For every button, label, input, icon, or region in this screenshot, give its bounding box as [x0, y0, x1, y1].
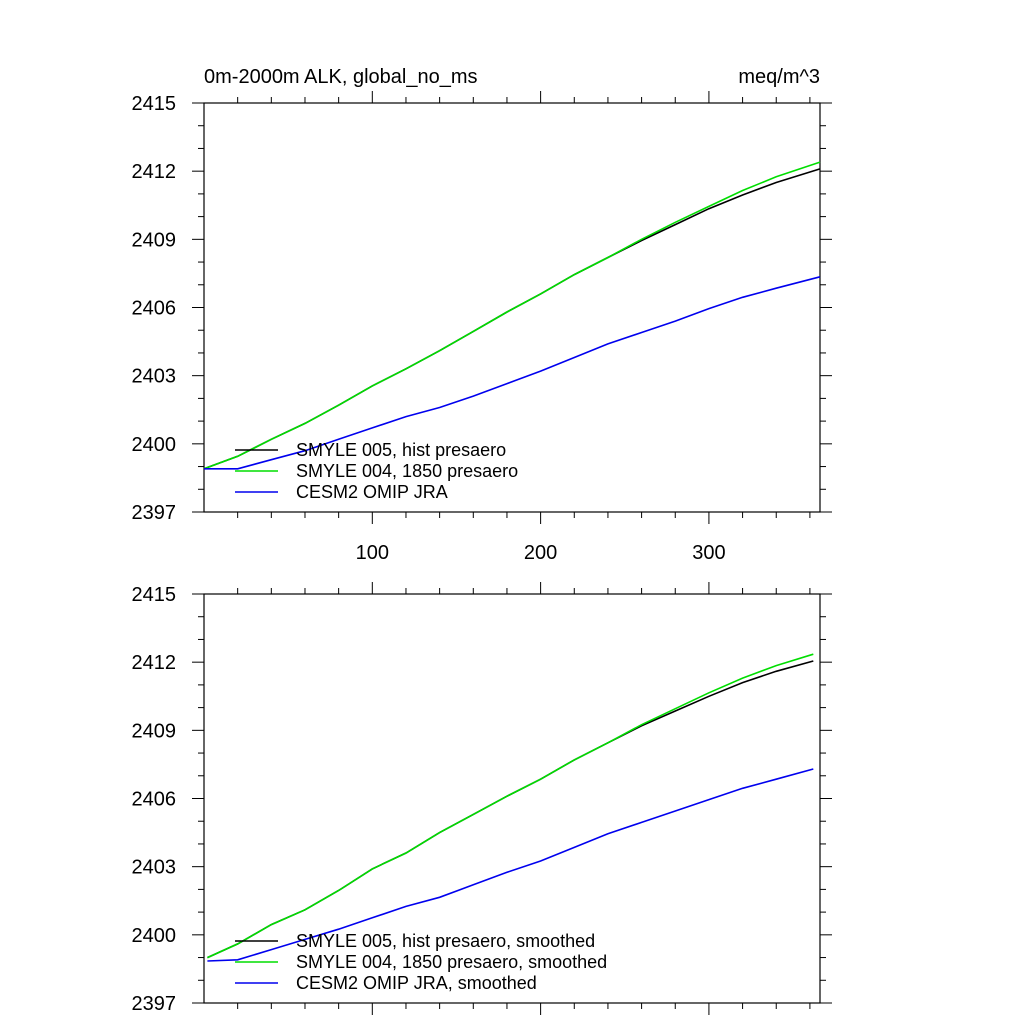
y-tick-label: 2409 — [132, 229, 177, 251]
y-tick-label: 2403 — [132, 857, 177, 879]
y-tick-label: 2415 — [132, 584, 177, 606]
y-tick-label: 2400 — [132, 925, 177, 947]
bottom-panel: 2397 2400 2403 2406 2409 2412 2415 SMYLE 005, h… — [132, 582, 832, 1015]
legend-label: CESM2 OMIP JRA, smoothed — [296, 973, 537, 993]
x-tick-label: 200 — [524, 542, 557, 564]
y-tick-label: 2403 — [132, 366, 177, 388]
x-tick-label: 100 — [356, 542, 389, 564]
series-line-3 — [204, 276, 821, 470]
y-tick-label: 2409 — [132, 720, 177, 742]
y-tick-label: 2406 — [132, 298, 177, 320]
y-tick-label: 2412 — [132, 161, 177, 183]
legend-label: CESM2 OMIP JRA — [296, 482, 448, 502]
series-line-2 — [203, 161, 821, 470]
y-tick-label: 2400 — [132, 434, 177, 456]
series-line-1 — [203, 168, 821, 470]
top-panel: 2397 2400 2403 2406 2409 2412 2415 100 200 300 SMY… — [132, 91, 832, 564]
y-tick-label: 2412 — [132, 652, 177, 674]
series-line-2 — [207, 653, 814, 959]
y-tick-label: 2415 — [132, 93, 177, 115]
legend-label: SMYLE 005, hist presaero, smoothed — [296, 931, 595, 951]
chart-title: 0m-2000m ALK, global_no_ms — [204, 66, 478, 88]
legend-label: SMYLE 004, 1850 presaero — [296, 461, 518, 481]
x-tick-label: 300 — [692, 542, 725, 564]
y-tick-label: 2397 — [132, 502, 177, 524]
chart-units: meq/m^3 — [738, 66, 820, 88]
series-line-3 — [207, 768, 814, 962]
legend-label: SMYLE 004, 1850 presaero, smoothed — [296, 952, 607, 972]
legend-label: SMYLE 005, hist presaero — [296, 440, 506, 460]
y-tick-label: 2406 — [132, 789, 177, 811]
y-tick-label: 2397 — [132, 993, 177, 1015]
